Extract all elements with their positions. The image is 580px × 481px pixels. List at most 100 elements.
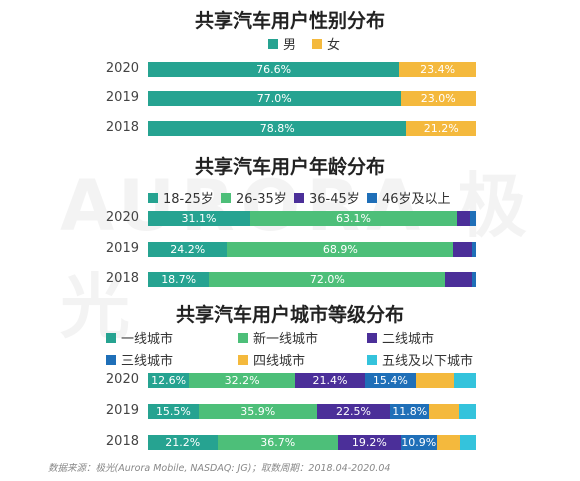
legend-swatch [367, 354, 377, 365]
data-label: 15.4% [372, 374, 408, 387]
bar-segment: 12.6% [148, 373, 190, 388]
chart-title-2: 共享汽车用户城市等级分布 [175, 304, 404, 326]
stacked-bar: 78.8% 21.2% [148, 121, 476, 136]
legend-item: 三线城市 [106, 350, 173, 369]
bar-segment: 32.2% [189, 373, 295, 388]
legend-swatch [367, 192, 377, 203]
bar-segment: 11.8% [390, 404, 430, 419]
legend-label: 新一线城市 [253, 332, 319, 347]
bar-segment: 15.4% [365, 373, 416, 388]
legend-item: 18-25岁 [148, 188, 214, 207]
data-label: 21.2% [165, 436, 201, 449]
bar-segment: 23.4% [399, 62, 476, 77]
year-label: 2020 [105, 61, 139, 76]
stacked-bar: 77.0% 23.0% [148, 91, 476, 106]
data-label: 63.1% [336, 212, 371, 225]
data-label: 78.8% [259, 122, 295, 135]
legend-label: 18-25岁 [163, 192, 214, 207]
legend-swatch [312, 38, 322, 49]
data-label: 36.7% [260, 436, 296, 449]
bar-segment [456, 211, 470, 226]
legend-item: 四线城市 [238, 350, 305, 369]
legend-label: 一线城市 [121, 332, 174, 347]
legend-swatch [294, 192, 304, 203]
bar-segment: 18.7% [148, 272, 210, 287]
data-label: 32.2% [224, 374, 260, 387]
data-label: 10.9% [401, 436, 437, 449]
bar-segment [458, 404, 476, 419]
stacked-bar: 21.2% 36.7% 19.2% 10.9% [148, 435, 476, 450]
bar-segment: 15.5% [148, 404, 199, 419]
bar-segment: 77.0% [148, 91, 401, 106]
data-label: 23.4% [420, 63, 456, 76]
legend-label: 五线及以下城市 [382, 354, 474, 369]
legend-item: 46岁及以上 [367, 188, 451, 207]
data-label: 12.6% [151, 374, 187, 387]
stacked-bar: 15.5% 35.9% 22.5% 11.8% [148, 404, 476, 419]
bar-segment: 21.2% [148, 435, 218, 450]
legend-swatch [221, 192, 231, 203]
watermark: AURORA 极光 [60, 150, 580, 352]
bar-segment: 19.2% [337, 435, 401, 450]
bar-segment: 10.9% [400, 435, 437, 450]
stacked-bar: 18.7% 72.0% [148, 272, 476, 287]
legend-swatch [106, 354, 116, 365]
bar-segment: 22.5% [316, 404, 391, 419]
legend-label: 二线城市 [382, 332, 435, 347]
data-label: 68.9% [322, 243, 358, 256]
data-label: 19.2% [351, 436, 387, 449]
legend-swatch [106, 332, 116, 343]
legend-label: 46岁及以上 [382, 192, 451, 207]
year-label: 2018 [105, 271, 139, 286]
bar-segment: 68.9% [227, 242, 454, 257]
data-label: 21.2% [423, 122, 459, 135]
data-label: 77.0% [256, 92, 292, 105]
legend-item: 五线及以下城市 [367, 350, 473, 369]
year-label: 2020 [105, 210, 139, 225]
year-label: 2019 [105, 241, 139, 256]
bar-segment [472, 242, 476, 257]
bar-segment: 72.0% [209, 272, 446, 287]
year-label: 2018 [105, 120, 139, 135]
legend-swatch [148, 192, 158, 203]
legend-label: 36-45岁 [309, 192, 360, 207]
legend-label: 男 [283, 38, 297, 53]
year-label: 2019 [105, 403, 139, 418]
legend-swatch [238, 354, 248, 365]
data-label: 31.1% [181, 212, 217, 225]
stacked-bar: 31.1% 63.1% [148, 211, 476, 226]
bar-segment [472, 272, 476, 287]
bar-segment [469, 211, 476, 226]
bar-segment [460, 435, 476, 450]
chart-title-1: 共享汽车用户年龄分布 [194, 156, 385, 178]
legend-item: 女 [312, 34, 340, 53]
data-label: 18.7% [161, 273, 197, 286]
legend-item: 26-35岁 [221, 188, 287, 207]
data-label: 24.2% [170, 243, 206, 256]
legend-swatch [238, 332, 248, 343]
data-label: 11.8% [392, 405, 428, 418]
stacked-bar: 24.2% 68.9% [148, 242, 476, 257]
data-label: 72.0% [309, 273, 345, 286]
bar-segment [453, 373, 476, 388]
year-label: 2019 [105, 90, 139, 105]
data-label: 21.4% [312, 374, 348, 387]
legend-swatch [268, 38, 278, 49]
data-label: 35.9% [240, 405, 276, 418]
legend-label: 三线城市 [121, 354, 174, 369]
legend-label: 四线城市 [253, 354, 306, 369]
bar-segment: 35.9% [198, 404, 317, 419]
data-label: 15.5% [155, 405, 191, 418]
legend-item: 二线城市 [367, 328, 434, 347]
legend-label: 女 [327, 38, 341, 53]
bar-segment: 36.7% [217, 435, 338, 450]
legend-item: 一线城市 [106, 328, 173, 347]
bar-segment: 21.2% [406, 121, 476, 136]
bar-segment [429, 404, 459, 419]
source-note: 数据来源：极光(Aurora Mobile, NASDAQ: JG)；取数周期：… [48, 463, 391, 474]
bar-segment [415, 373, 454, 388]
year-label: 2020 [105, 372, 139, 387]
bar-segment: 76.6% [148, 62, 400, 77]
bar-segment [453, 242, 473, 257]
legend-item: 36-45岁 [294, 188, 360, 207]
